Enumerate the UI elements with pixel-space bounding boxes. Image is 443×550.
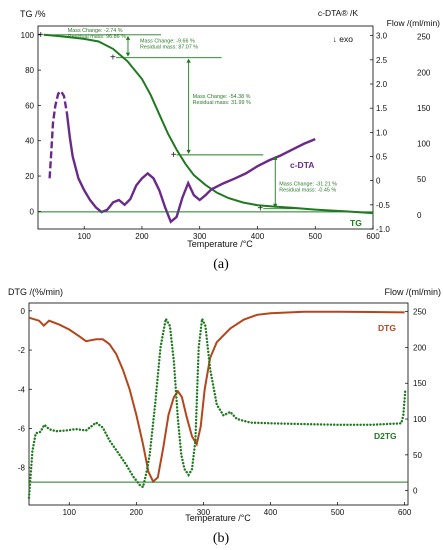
panel-a-left-axis-label: TG /% [20,9,46,19]
panel-a-frame [37,25,374,230]
y-tick-label: 200 [417,68,431,77]
y-tick-label: 150 [417,104,431,113]
panel-a-annotations: + + + + Mass Change: -2.74 %Residual mass: 9… [38,28,337,215]
y-tick-label: 40 [25,137,34,146]
annotation-residual-mass: Residual mass: 87.07 % [140,45,198,51]
panel-b-plot-area [27,310,408,499]
y-tick-label: -6 [18,425,26,434]
y-tick-label: -4 [18,385,26,394]
y-tick-label: -0.5 [376,201,390,210]
annotation-residual-mass: Residual mass: 96.86 % [68,34,126,40]
panel-a-right-axis-label-2: Flow /(ml/min) [387,18,441,28]
panel-b-x-axis-label: Temperature /°C [185,513,251,523]
y-tick-label: 2.0 [376,80,388,89]
annotation-mass-change: Mass Change: -9.66 % [140,39,195,45]
y-tick-label: 0 [417,211,422,220]
y-tick-label: 150 [413,379,427,388]
annotation-mass-change: Mass Change: -2.74 % [68,28,123,34]
y-tick-label: -2 [18,346,26,355]
panel-a-right2-y-ticks: 250 200 150 100 50 0 [417,33,431,220]
series-label-tg: TG [350,218,362,228]
y-tick-label: -8 [18,464,26,473]
arrow-head-up [125,35,131,40]
panel-a-left-y-ticks: 0 20 40 60 80 100 [21,31,41,216]
series-line-c-dta-dashed [48,89,69,179]
arrow-head-down [186,149,191,154]
y-tick-label: 250 [417,33,431,42]
step-marker: + [171,150,177,161]
y-tick-label: 100 [413,415,427,424]
panel-a-right-axis-label-1: c-DTA® /K [318,8,358,18]
series-line-d2tg [27,314,407,499]
x-tick-label: 200 [130,508,144,517]
arrow-head-up [186,58,191,63]
y-tick-label: -1.0 [376,225,390,234]
y-tick-label: 20 [25,172,34,181]
annotation-mass-change: Mass Change: -54.38 % [193,94,251,100]
y-tick-label: 80 [25,66,34,75]
panel-a: TG /% c-DTA® /K ↓ exo Flow /(ml/min) 100… [20,8,440,272]
panel-b-caption: (b) [213,531,230,546]
y-tick-label: 3.0 [376,32,388,41]
series-line-tg [43,33,374,215]
series-label-dtg: DTG [378,323,396,333]
x-tick-label: 200 [135,232,149,241]
y-tick-label: 1.0 [376,128,388,137]
step-marker: + [257,204,263,215]
y-tick-label: 50 [417,175,426,184]
x-tick-label: 400 [251,232,265,241]
x-tick-label: 100 [78,232,92,241]
y-tick-label: 100 [21,31,35,40]
step-marker: + [110,53,116,64]
x-tick-label: 500 [309,232,323,241]
panel-b-frame [28,302,409,506]
y-tick-label: 50 [413,451,422,460]
series-label-cdta: c-DTA [290,160,314,170]
y-tick-label: 0 [21,307,26,316]
panel-b-left-axis-label: DTG /(%/min) [8,287,63,297]
y-tick-label: 1.5 [376,104,388,113]
y-tick-label: 0 [376,177,381,186]
panel-a-x-axis-label: Temperature /°C [187,239,253,249]
x-tick-label: 300 [197,508,211,517]
annotation-residual-mass: Residual mass: -0.45 % [279,188,336,194]
series-label-d2tg: D2TG [374,431,397,441]
series-line-dtg [28,310,405,484]
y-tick-label: 100 [417,140,431,149]
panel-b-left-y-ticks: 0 -2 -4 -6 -8 [18,307,32,473]
x-tick-label: 300 [193,232,207,241]
y-tick-label: 250 [413,308,427,317]
arrow-head-down [125,52,131,57]
y-tick-label: 0 [413,487,418,496]
panel-b-right-y-ticks: 250 200 150 100 50 0 [405,308,427,496]
x-tick-label: 500 [331,508,345,517]
panel-a-right-axis-note: ↓ exo [333,34,354,44]
panel-b-x-ticks: 100 200 300 400 500 600 [63,502,412,517]
panel-a-plot-area [38,33,374,224]
panel-b: DTG /(%/min) Flow /(ml/min) 100 200 300 400… [8,287,441,546]
series-line-c-dta [65,112,316,224]
x-tick-label: 400 [264,508,278,517]
y-tick-label: 2.5 [376,56,388,65]
panel-b-right-axis-label: Flow /(ml/min) [385,287,442,297]
panel-a-x-ticks: 100 200 300 400 500 600 [78,226,380,241]
x-tick-label: 100 [63,508,77,517]
y-tick-label: 200 [413,343,427,352]
annotation-residual-mass: Residual mass: 31.99 % [193,100,251,106]
panel-a-right1-y-ticks: 3.0 2.5 2.0 1.5 1.0 0.5 0 -0.5 -1.0 [370,32,390,234]
x-tick-label: 600 [398,508,412,517]
y-tick-label: 0.5 [376,153,388,162]
y-tick-label: 0 [30,207,35,216]
panel-a-caption: (a) [213,257,229,272]
arrow-head-down [273,203,278,208]
annotation-mass-change: Mass Change: -31.21 % [279,182,337,188]
step-marker: + [38,30,44,41]
x-tick-label: 600 [366,232,380,241]
y-tick-label: 60 [25,101,34,110]
arrow-head-up [273,155,278,160]
